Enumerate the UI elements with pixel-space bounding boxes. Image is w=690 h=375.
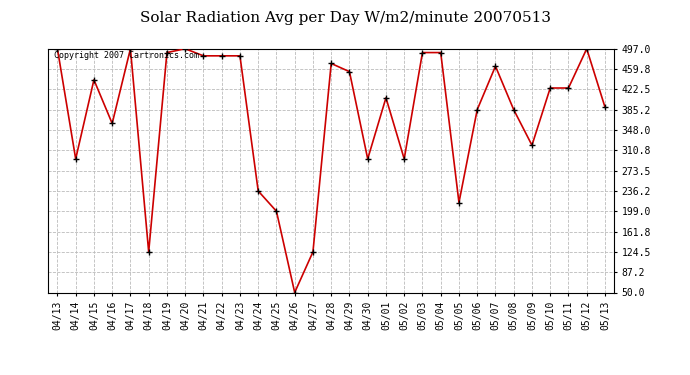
Text: Copyright 2007 Cartronics.com: Copyright 2007 Cartronics.com <box>54 51 199 60</box>
Text: Solar Radiation Avg per Day W/m2/minute 20070513: Solar Radiation Avg per Day W/m2/minute … <box>139 11 551 25</box>
